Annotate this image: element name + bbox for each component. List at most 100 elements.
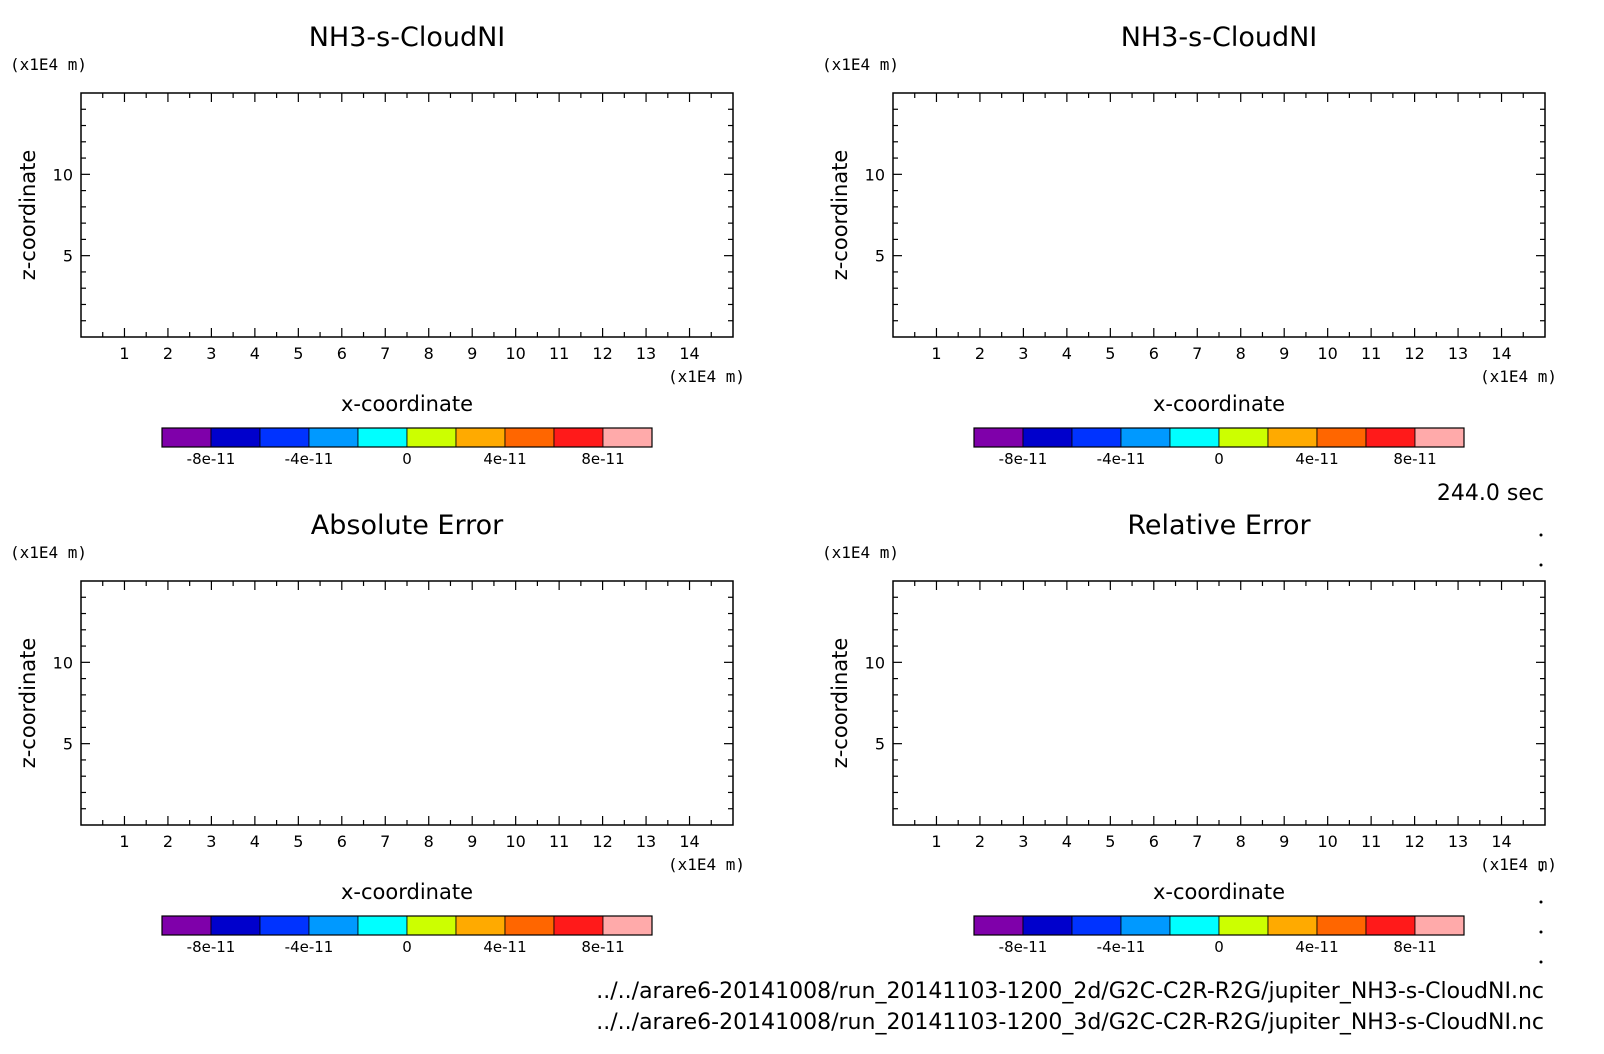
colorbar-label: 8e-11 — [1393, 450, 1436, 468]
y-tick-label: 10 — [53, 653, 73, 672]
x-tick-label: 5 — [1105, 832, 1115, 851]
y-axis-label: z-coordinate — [16, 638, 40, 769]
x-tick-label: 4 — [250, 832, 260, 851]
colorbar-label: 4e-11 — [1295, 938, 1338, 956]
x-tick-label: 6 — [337, 344, 347, 363]
x-tick-label: 8 — [424, 832, 434, 851]
colorbar-segment — [1414, 427, 1465, 448]
colorbar-segment — [1071, 427, 1122, 448]
panel-4: Relative Error(x1E4 m)1 2 3 4 5 6 7 8 9 10 11 12 13 1… — [822, 510, 1557, 956]
colorbar-segment — [973, 427, 1024, 448]
file-path-2d: ../../arare6-20141008/run_20141103-1200_… — [596, 979, 1544, 1004]
colorbar-segment — [1365, 915, 1416, 936]
y-tick-label: 10 — [53, 165, 73, 184]
x-tick-label: 8 — [1236, 832, 1246, 851]
panel-2: NH3-s-CloudNI(x1E4 m)1 2 3 4 5 6 7 8 9 10 11 12 13 14… — [822, 22, 1557, 468]
x-tick-label: 10 — [1317, 344, 1337, 363]
x-tick-label: 5 — [293, 832, 303, 851]
y-unit-label: (x1E4 m) — [10, 543, 87, 562]
colorbar-segment — [161, 915, 212, 936]
colorbar-segment — [406, 915, 457, 936]
x-tick-label: 5 — [293, 344, 303, 363]
y-tick-label: 5 — [875, 247, 885, 266]
plot-frame — [80, 580, 734, 826]
y-tick-label: 5 — [875, 735, 885, 754]
x-tick-label: 11 — [549, 832, 569, 851]
colorbar-frame — [161, 915, 653, 936]
y-tick-label: 5 — [63, 247, 73, 266]
colorbar-segment — [602, 915, 653, 936]
colorbar-label: 0 — [402, 938, 412, 956]
colorbar-segment — [1120, 427, 1171, 448]
colorbar-label: -4e-11 — [285, 450, 334, 468]
colorbar-label: 8e-11 — [581, 938, 624, 956]
y-axis-label: z-coordinate — [828, 150, 852, 281]
y-unit-label: (x1E4 m) — [10, 55, 87, 74]
x-tick-label: 14 — [679, 344, 699, 363]
colorbar-segment — [602, 427, 653, 448]
x-tick-label: 1 — [931, 344, 941, 363]
colorbar-segment — [1169, 915, 1220, 936]
colorbar-segment — [210, 915, 261, 936]
x-tick-label: 12 — [592, 832, 612, 851]
x-tick-label: 10 — [505, 344, 525, 363]
x-tick-label: 6 — [1149, 832, 1159, 851]
y-tick-label: 5 — [63, 735, 73, 754]
x-tick-label: 9 — [1279, 344, 1289, 363]
colorbar-label: -8e-11 — [187, 450, 236, 468]
colorbar-segment — [1169, 427, 1220, 448]
panel-title: Absolute Error — [311, 510, 504, 541]
colorbar-segment — [1365, 427, 1416, 448]
plot-frame — [892, 92, 1546, 338]
x-tick-label: 3 — [1018, 344, 1028, 363]
x-tick-label: 14 — [679, 832, 699, 851]
x-tick-label: 10 — [1317, 832, 1337, 851]
colorbar-segment — [357, 915, 408, 936]
x-unit-label: (x1E4 m) — [668, 367, 745, 386]
colorbar-segment — [357, 427, 408, 448]
x-tick-label: 11 — [1361, 832, 1381, 851]
x-tick-label: 7 — [380, 344, 390, 363]
colorbar-segment — [406, 427, 457, 448]
y-axis-label: z-coordinate — [16, 150, 40, 281]
colorbar-label: -4e-11 — [1097, 938, 1146, 956]
colorbar-segment — [455, 427, 506, 448]
x-tick-label: 13 — [636, 832, 656, 851]
x-tick-label: 14 — [1491, 344, 1511, 363]
x-tick-label: 12 — [592, 344, 612, 363]
x-axis-label: x-coordinate — [1153, 880, 1285, 904]
x-tick-label: 3 — [206, 344, 216, 363]
colorbar-segment — [553, 427, 604, 448]
colorbar-segment — [210, 427, 261, 448]
y-unit-label: (x1E4 m) — [822, 543, 899, 562]
colorbar-frame — [973, 427, 1465, 448]
colorbar-label: -4e-11 — [1097, 450, 1146, 468]
x-tick-label: 7 — [380, 832, 390, 851]
x-tick-label: 5 — [1105, 344, 1115, 363]
colorbar-segment — [504, 427, 555, 448]
x-tick-label: 6 — [337, 832, 347, 851]
colorbar-segment — [973, 915, 1024, 936]
panel-title: NH3-s-CloudNI — [309, 22, 506, 53]
x-tick-label: 13 — [1448, 344, 1468, 363]
panel-1: NH3-s-CloudNI(x1E4 m)1 2 3 4 5 6 7 8 9 10 11 12 13 14… — [10, 22, 745, 468]
x-unit-label: (x1E4 m) — [668, 855, 745, 874]
colorbar-segment — [259, 915, 310, 936]
colorbar-label: 0 — [402, 450, 412, 468]
x-tick-label: 1 — [119, 344, 129, 363]
colorbar-segment — [553, 915, 604, 936]
colorbar-label: 8e-11 — [581, 450, 624, 468]
y-unit-label: (x1E4 m) — [822, 55, 899, 74]
x-axis-label: x-coordinate — [341, 880, 473, 904]
colorbar-label: 4e-11 — [483, 938, 526, 956]
plot-frame — [80, 92, 734, 338]
x-tick-label: 10 — [505, 832, 525, 851]
colorbar-label: 0 — [1214, 450, 1224, 468]
colorbar-segment — [1218, 915, 1269, 936]
plot-frame — [892, 580, 1546, 826]
x-tick-label: 13 — [636, 344, 656, 363]
colorbar-segment — [161, 427, 212, 448]
x-tick-label: 11 — [549, 344, 569, 363]
colorbar-segment — [1316, 915, 1367, 936]
x-tick-label: 6 — [1149, 344, 1159, 363]
